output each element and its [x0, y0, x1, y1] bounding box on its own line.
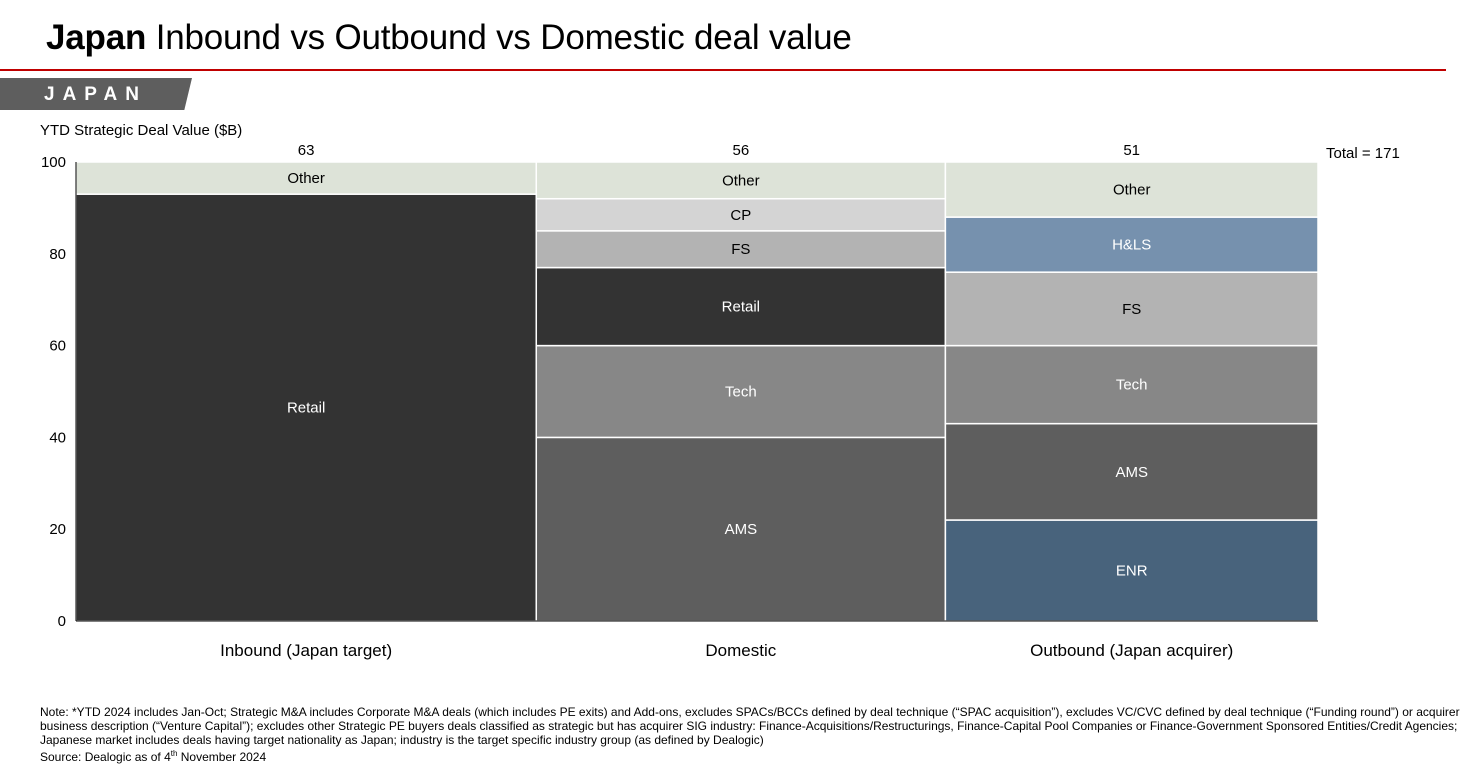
region-tag-label: JAPAN [44, 84, 147, 105]
segment-retail [75, 193, 538, 622]
y-tick-label: 40 [49, 429, 66, 446]
segment-ams [535, 436, 947, 622]
category-label: Inbound (Japan target) [220, 641, 392, 660]
segment-ams [944, 422, 1319, 521]
segment-tech [944, 344, 1319, 425]
segment-label: FS [731, 241, 750, 258]
y-axis-label: YTD Strategic Deal Value ($B) [40, 122, 243, 139]
y-tick-label: 20 [49, 521, 66, 538]
footnote: Note: *YTD 2024 includes Jan-Oct; Strate… [40, 705, 1460, 747]
title-bold: Japan [46, 18, 147, 57]
grand-total-label: Total = 171 [1326, 145, 1400, 162]
region-tag: JAPAN [0, 78, 192, 110]
column-total-label: 63 [298, 142, 315, 159]
segment-label: ENR [1116, 563, 1148, 580]
source-sup: th [170, 749, 178, 758]
segment-enr [944, 519, 1319, 622]
category-label: Outbound (Japan acquirer) [1030, 641, 1233, 660]
segment-label: CP [730, 207, 751, 224]
segment-label: Retail [287, 400, 325, 417]
title-divider [0, 69, 1446, 71]
column-total-label: 56 [732, 142, 749, 159]
source-prefix: Source: Dealogic as of 4 [40, 750, 171, 764]
segment-label: Other [287, 170, 325, 187]
category-label: Domestic [705, 641, 776, 660]
column-total-label: 51 [1123, 142, 1140, 159]
source-suffix: November 2024 [177, 750, 267, 764]
y-tick-label: 60 [49, 338, 66, 355]
segment-hls [944, 216, 1319, 273]
source-note: Source: Dealogic as of 4th November 2024 [40, 749, 266, 764]
segment-label: Tech [1116, 377, 1148, 394]
segment-label: AMS [725, 521, 758, 538]
y-tick-label: 100 [41, 154, 66, 171]
segment-tech [535, 344, 947, 439]
title-rest: Inbound vs Outbound vs Domestic deal val… [155, 18, 852, 57]
segment-label: AMS [1115, 464, 1148, 481]
segment-other [535, 161, 947, 200]
segment-label: Other [1113, 182, 1151, 199]
segment-cp [535, 197, 947, 232]
page-title: Japan Inbound vs Outbound vs Domestic de… [46, 18, 852, 58]
segment-label: Retail [722, 299, 760, 316]
segment-other [944, 161, 1319, 218]
segment-label: Other [722, 172, 760, 189]
segment-label: Tech [725, 384, 757, 401]
segment-label: FS [1122, 301, 1141, 318]
y-tick-label: 0 [58, 613, 66, 630]
segment-label: H&LS [1112, 237, 1151, 254]
y-tick-label: 80 [49, 246, 66, 263]
